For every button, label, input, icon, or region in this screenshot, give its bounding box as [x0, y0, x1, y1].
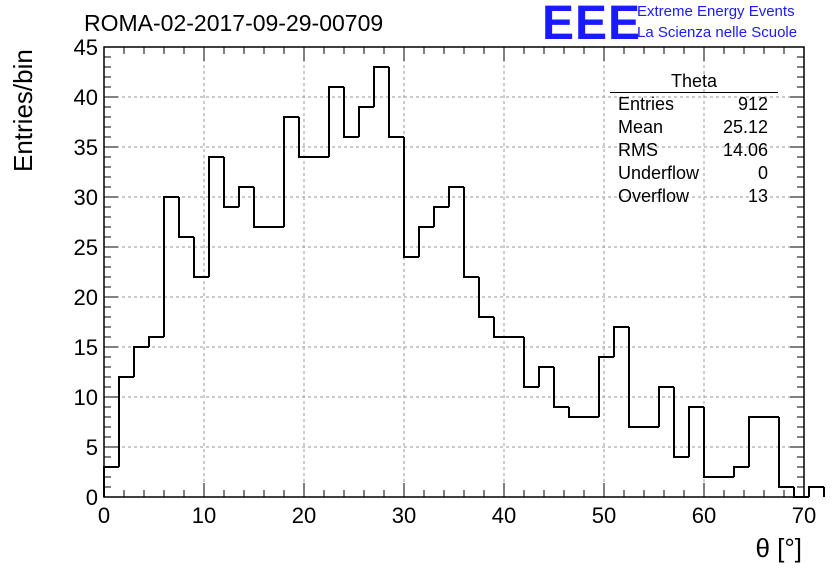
stats-label: Overflow	[618, 186, 690, 206]
x-tick-label: 70	[792, 503, 816, 528]
x-tick-label: 50	[592, 503, 616, 528]
y-tick-label: 20	[74, 285, 98, 310]
stats-row-overflow: Overflow 13	[610, 185, 778, 208]
histogram-bin	[163, 196, 179, 337]
logo-line-2: La Scienza nelle Scuole	[637, 24, 798, 41]
y-tick-label: 15	[74, 335, 98, 360]
stats-label: RMS	[618, 140, 658, 160]
histogram-bin	[448, 186, 464, 207]
histogram-bin	[703, 407, 719, 478]
histogram-bin	[388, 67, 404, 138]
y-tick-label: 40	[74, 85, 98, 110]
run-title: ROMA-02-2017-09-29-00709	[84, 10, 384, 36]
y-axis-label: Entries/bin	[8, 49, 38, 172]
histogram-bin	[493, 317, 509, 338]
histogram-bin	[238, 186, 254, 207]
x-tick-label: 0	[98, 503, 110, 528]
stats-title: Theta	[610, 70, 778, 93]
histogram-bin	[418, 226, 434, 257]
histogram-bin	[148, 336, 164, 347]
histogram-bin	[628, 327, 644, 428]
stats-row-mean: Mean 25.12	[610, 116, 778, 139]
x-tick-label: 40	[492, 503, 516, 528]
x-tick-label: 10	[192, 503, 216, 528]
y-tick-label: 30	[74, 185, 98, 210]
stats-row-underflow: Underflow 0	[610, 162, 778, 185]
histogram-bin	[253, 187, 269, 228]
histogram-bin	[328, 86, 344, 157]
histogram-bin	[133, 346, 149, 377]
histogram-bin	[403, 137, 419, 258]
stats-row-rms: RMS 14.06	[610, 139, 778, 162]
histogram-bin	[463, 187, 479, 278]
stats-value: 14.06	[722, 140, 768, 160]
x-tick-label: 30	[392, 503, 416, 528]
histogram-bin	[733, 466, 749, 477]
histogram-bin	[808, 486, 824, 497]
y-tick-label: 5	[86, 435, 98, 460]
histogram-bin	[793, 487, 809, 498]
histogram-bin	[178, 197, 194, 238]
histogram-bin	[568, 407, 584, 418]
stats-value: 13	[747, 186, 768, 206]
stats-value: 0	[757, 163, 768, 183]
histogram-bin	[118, 376, 134, 467]
histogram-bin	[523, 337, 539, 388]
eee-logo: EEE	[542, 0, 642, 50]
histogram-bin	[778, 417, 794, 488]
x-tick-label: 60	[692, 503, 716, 528]
histogram-bin	[223, 157, 239, 208]
y-tick-label: 25	[74, 235, 98, 260]
y-tick-label: 10	[74, 385, 98, 410]
histogram-bin	[688, 406, 704, 457]
histogram-bin	[343, 87, 359, 138]
stats-value: 25.12	[722, 117, 768, 137]
stats-label: Underflow	[618, 163, 700, 183]
stats-box: Theta Entries 912 Mean 25.12 RMS 14.06 U…	[610, 70, 778, 208]
histogram-bin	[103, 466, 119, 497]
histogram-bin	[673, 387, 689, 458]
histogram-bin	[658, 386, 674, 427]
histogram-bin	[538, 366, 554, 387]
histogram-bin	[598, 356, 614, 417]
histogram-bin	[193, 237, 209, 278]
stats-value: 912	[737, 94, 768, 114]
histogram-bin	[553, 367, 569, 408]
x-tick-label: 20	[292, 503, 316, 528]
y-tick-label: 45	[74, 35, 98, 60]
histogram-bin	[748, 416, 764, 467]
histogram-bin	[478, 277, 494, 318]
y-tick-label: 35	[74, 135, 98, 160]
plot-frame	[103, 46, 805, 498]
histogram-bin	[283, 116, 299, 227]
logo-line-1: Extreme Energy Events	[637, 3, 795, 20]
histogram-bin	[613, 326, 629, 357]
x-axis-label: θ [°]	[755, 533, 802, 563]
stats-label: Mean	[618, 117, 664, 137]
stats-label: Entries	[618, 94, 675, 114]
y-tick-label: 0	[86, 485, 98, 510]
histogram-bin	[208, 156, 224, 277]
histogram-bin	[373, 66, 389, 107]
stats-row-entries: Entries 912	[610, 93, 778, 116]
histogram-bin	[433, 206, 449, 227]
histogram-bin	[358, 106, 374, 137]
histogram-bin	[298, 117, 314, 158]
